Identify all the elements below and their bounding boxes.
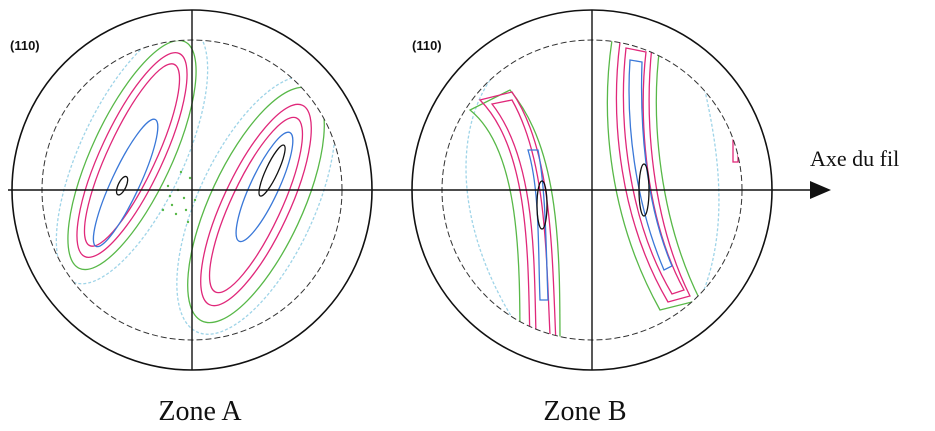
contour-b2-mid-outer <box>615 41 691 303</box>
contour-b1-light <box>465 79 521 331</box>
zone-label-a: Zone A <box>158 396 242 427</box>
band-b2 <box>606 40 720 311</box>
contour-a1-mid-inner <box>83 63 181 247</box>
contour-b1-mid-outer <box>478 91 557 340</box>
contour-b1-low <box>468 89 561 340</box>
contour-a1-max <box>115 175 129 196</box>
contour-b2-low <box>606 40 701 311</box>
noise-a <box>161 170 197 224</box>
contour-a2-high <box>235 131 294 243</box>
contour-a1-low <box>67 40 197 271</box>
contour-a2-mid-inner <box>208 116 304 294</box>
contour-a1-high <box>92 118 159 248</box>
contour-a2-mid-outer <box>200 103 312 307</box>
band-b1 <box>465 79 561 340</box>
contour-b2-mid-inner <box>622 47 685 295</box>
pole-figure-a: (110) Zone A <box>10 9 373 427</box>
contour-a1-mid-outer <box>76 52 188 258</box>
contour-a2-low <box>187 86 325 324</box>
contour-b2-high <box>628 59 673 271</box>
plane-label-a: (110) <box>10 38 40 53</box>
contour-b2-light <box>699 69 720 301</box>
pole-figure-b-contours <box>465 40 739 340</box>
pole-figure-a-contours <box>55 40 336 335</box>
zone-label-b: Zone B <box>543 396 626 427</box>
contour-b1-high <box>527 149 549 301</box>
pole-figure-b: (110) Zone B <box>411 9 773 427</box>
plane-label-b: (110) <box>412 38 442 53</box>
contour-b1-max <box>536 180 548 230</box>
wire-axis-label: Axe du fil <box>810 146 899 171</box>
contour-a2-max <box>258 144 286 197</box>
contour-a2-light <box>176 75 336 335</box>
contour-a1-light <box>55 40 209 285</box>
